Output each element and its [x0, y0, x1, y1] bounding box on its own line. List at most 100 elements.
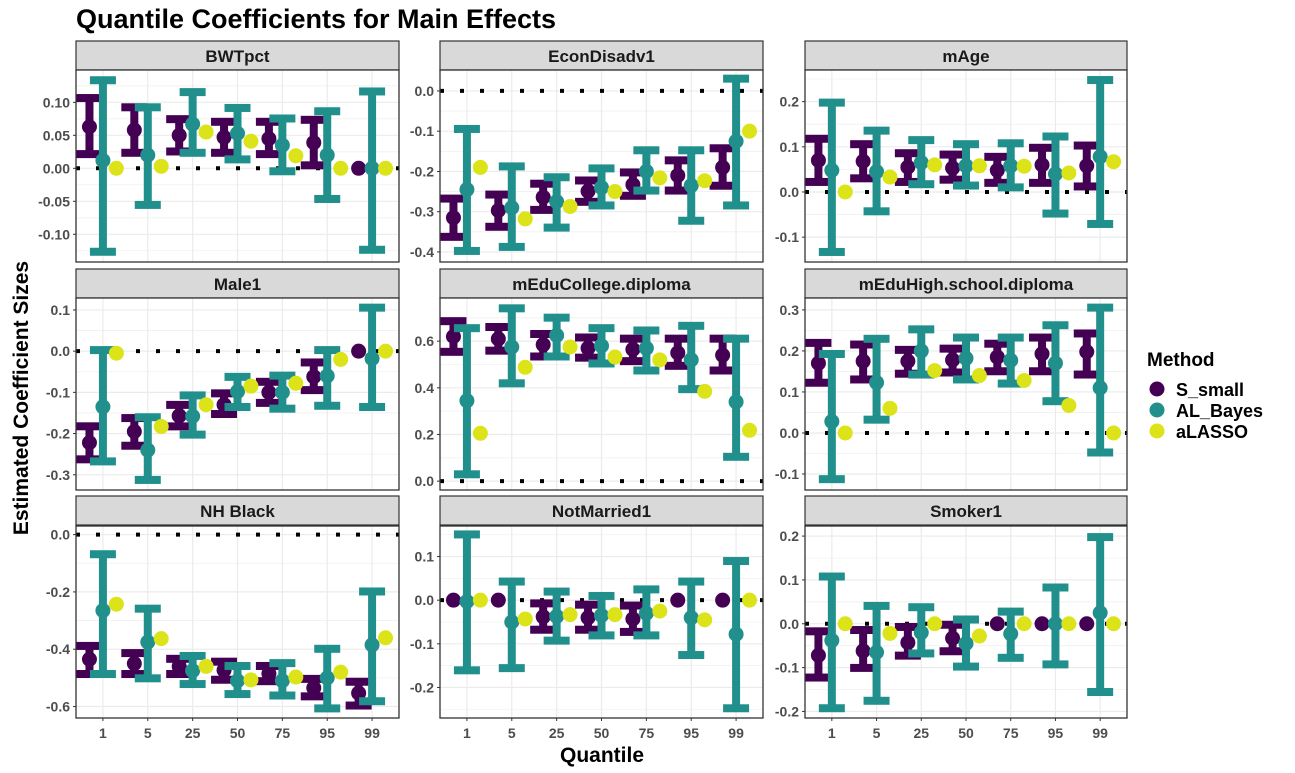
y-tick-label: 0.0	[51, 343, 71, 359]
point-estimate	[108, 160, 124, 176]
y-tick-label: 0.3	[780, 302, 800, 318]
point-estimate	[549, 608, 565, 624]
errorbar-cap-top	[211, 117, 238, 126]
errorbar-cap-top	[211, 657, 238, 666]
point-estimate	[638, 340, 654, 356]
errorbar-cap-bottom	[314, 194, 341, 203]
point-estimate	[230, 384, 245, 400]
point-estimate	[243, 133, 259, 149]
point-estimate	[1079, 344, 1095, 360]
point-estimate	[882, 169, 898, 185]
y-tick-label: -0.10	[38, 226, 70, 242]
series-al-bayes	[89, 76, 386, 256]
chart-title: Quantile Coefficients for Main Effects	[76, 4, 556, 34]
point-estimate	[140, 442, 156, 458]
errorbar-cap-top	[300, 674, 327, 683]
point-estimate	[243, 672, 259, 688]
errorbar-cap-bottom	[179, 430, 206, 439]
x-tick-label: 75	[1003, 725, 1019, 741]
errorbar-cap-bottom	[179, 680, 206, 689]
point-estimate	[670, 345, 686, 361]
facet-strip-label: Male1	[214, 275, 261, 294]
point-estimate	[306, 680, 322, 696]
point-estimate	[198, 397, 214, 413]
errorbar-cap-bottom	[255, 150, 282, 159]
errorbar-cap-top	[723, 334, 750, 343]
errorbar-cap-top	[134, 413, 161, 422]
x-tick-label: 99	[1092, 725, 1108, 741]
point-estimate	[742, 123, 758, 139]
errorbar-cap-bottom	[588, 359, 615, 368]
point-estimate	[683, 352, 699, 368]
series-s-small	[805, 329, 1100, 387]
series-alasso	[837, 363, 1122, 441]
facet-strip-label: BWTpct	[205, 47, 270, 66]
errorbar-cap-bottom	[1029, 367, 1056, 376]
point-estimate	[81, 651, 97, 667]
point-estimate	[288, 669, 304, 685]
errorbar-cap-bottom	[440, 232, 467, 241]
point-estimate	[378, 630, 394, 646]
x-tick-label: 5	[144, 725, 152, 741]
errorbar-cap-top	[997, 333, 1024, 342]
point-estimate	[504, 614, 520, 630]
errorbar-cap-top	[908, 136, 935, 145]
errorbar-cap-bottom	[997, 379, 1024, 388]
errorbar-cap-top	[89, 346, 116, 355]
point-estimate	[945, 630, 961, 646]
point-estimate	[126, 122, 142, 138]
errorbar-cap-bottom	[89, 670, 116, 679]
point-estimate	[945, 352, 961, 368]
errorbar-cap-bottom	[997, 653, 1024, 662]
errorbar-cap-top	[453, 124, 480, 133]
point-estimate	[562, 198, 578, 214]
point-estimate	[459, 393, 475, 409]
x-tick-label: 5	[873, 725, 881, 741]
y-axis-title: Estimated Coefficient Sizes	[10, 261, 33, 535]
errorbar-cap-top	[76, 422, 103, 431]
errorbar-cap-top	[678, 321, 705, 330]
y-tick-label: 0.0	[51, 527, 71, 543]
point-estimate	[670, 167, 686, 183]
point-estimate	[261, 131, 277, 147]
point-estimate	[900, 353, 916, 369]
point-estimate	[625, 341, 641, 357]
errorbar-cap-top	[709, 144, 736, 153]
errorbar-cap-top	[300, 358, 327, 367]
point-estimate	[108, 596, 124, 612]
point-estimate	[989, 616, 1005, 632]
errorbar-cap-bottom	[269, 404, 296, 413]
errorbar-cap-top	[453, 324, 480, 333]
x-tick-label: 99	[728, 725, 744, 741]
point-estimate	[216, 129, 232, 145]
point-estimate	[333, 351, 349, 367]
errorbar-cap-bottom	[440, 347, 467, 356]
panel-border	[75, 69, 400, 263]
series-alasso	[108, 124, 394, 176]
errorbar-cap-bottom	[588, 631, 615, 640]
y-tick-label: -0.1	[775, 229, 799, 245]
errorbar-cap-top	[359, 87, 386, 96]
point-estimate	[971, 368, 987, 384]
point-estimate	[715, 592, 731, 608]
series-s-small	[76, 94, 367, 176]
point-estimate	[171, 408, 187, 424]
errorbar-cap-top	[894, 149, 921, 158]
errorbar-cap-bottom	[359, 403, 386, 412]
point-estimate	[288, 375, 304, 391]
facet-strip	[75, 268, 400, 299]
errorbar-cap-bottom	[894, 369, 921, 378]
x-tick-label: 1	[463, 725, 471, 741]
y-tick-label: 0.1	[780, 384, 800, 400]
point-estimate	[742, 592, 758, 608]
errorbar-cap-top	[314, 107, 341, 116]
errorbar-cap-bottom	[863, 207, 890, 216]
errorbar-cap-top	[530, 179, 557, 188]
point-estimate	[958, 635, 974, 651]
y-tick-label: 0.6	[415, 333, 435, 349]
errorbar-cap-bottom	[211, 410, 238, 419]
point-estimate	[535, 337, 551, 353]
point-estimate	[153, 158, 169, 174]
errorbar-cap-bottom	[76, 670, 103, 679]
